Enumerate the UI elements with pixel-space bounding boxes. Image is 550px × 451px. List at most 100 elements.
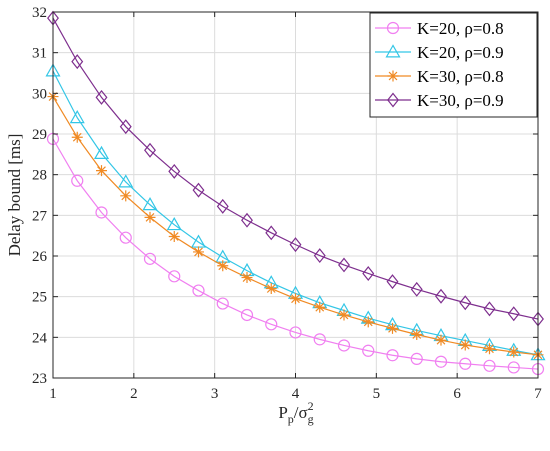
diamond-marker: [71, 54, 84, 70]
asterisk-marker: [241, 272, 253, 284]
y-tick-label: 24: [32, 330, 48, 346]
diamond-marker: [435, 288, 447, 304]
triangle-marker: [166, 216, 182, 231]
asterisk-marker: [217, 260, 229, 272]
x-tick-label: 1: [49, 386, 57, 402]
diamond-marker: [410, 281, 423, 297]
circle-marker: [240, 308, 254, 322]
x-axis-title: Pp/σg2: [278, 399, 313, 426]
asterisk-marker: [71, 131, 83, 143]
asterisk-marker: [435, 334, 447, 346]
diamond-marker: [289, 237, 302, 253]
legend-item: K=20, ρ=0.9: [375, 43, 504, 62]
y-tick-label: 30: [32, 86, 47, 102]
diamond-marker: [338, 257, 350, 273]
x-tick-label: 3: [211, 386, 219, 402]
legend-triangle-marker: [385, 44, 401, 58]
diamond-marker: [313, 248, 326, 264]
diamond-marker: [386, 274, 399, 290]
triangle-marker: [69, 110, 85, 124]
legend-label: K=20, ρ=0.9: [417, 43, 504, 62]
x-tick-label: 6: [453, 386, 461, 402]
legend-label: K=30, ρ=0.9: [417, 91, 504, 110]
x-tick-label: 4: [292, 386, 300, 402]
circle-marker: [289, 326, 302, 339]
circle-marker: [507, 361, 520, 374]
legend-item: K=30, ρ=0.9: [375, 91, 504, 110]
legend-item: K=20, ρ=0.8: [375, 19, 504, 38]
y-tick-label: 31: [32, 46, 47, 62]
asterisk-marker: [96, 165, 107, 177]
diamond-marker: [265, 225, 278, 241]
diamond-marker: [95, 89, 108, 105]
legend-circle-marker: [386, 21, 400, 35]
circle-marker: [459, 357, 472, 370]
circle-marker: [265, 318, 278, 331]
legend-diamond-marker: [387, 92, 399, 108]
y-tick-label: 32: [32, 5, 47, 21]
diamond-marker: [362, 266, 375, 281]
legend: K=20, ρ=0.8 K=20, ρ=0.9 K=30, ρ=0.8 K=30, ρ…: [369, 12, 538, 118]
legend-label: K=20, ρ=0.8: [417, 19, 504, 38]
diamond-marker: [216, 198, 229, 214]
legend-label: K=30, ρ=0.8: [417, 67, 504, 86]
y-tick-label: 27: [32, 208, 48, 224]
asterisk-marker: [459, 339, 471, 351]
asterisk-marker: [290, 293, 301, 305]
series-4: [47, 10, 544, 327]
y-tick-label: 26: [32, 249, 48, 265]
circle-marker: [192, 284, 205, 297]
circle-marker: [386, 349, 399, 362]
triangle-marker: [118, 174, 134, 188]
diamond-marker: [144, 142, 156, 158]
circle-marker: [434, 355, 448, 368]
circle-marker: [71, 174, 84, 187]
diamond-marker: [241, 212, 253, 228]
circle-marker: [483, 359, 496, 372]
y-tick-label: 23: [32, 371, 47, 387]
series-line: [52, 138, 539, 370]
circle-marker: [168, 270, 181, 283]
circle-marker: [337, 339, 351, 352]
circle-marker: [95, 206, 108, 219]
y-tick-label: 28: [32, 168, 47, 184]
series-1: [46, 132, 545, 376]
diamond-marker: [507, 306, 520, 322]
asterisk-marker: [338, 309, 350, 321]
circle-marker: [362, 344, 375, 357]
triangle-marker: [142, 197, 158, 211]
asterisk-marker: [193, 246, 204, 258]
x-tick-label: 7: [534, 386, 542, 402]
asterisk-marker: [144, 211, 156, 223]
diamond-marker: [459, 295, 472, 311]
circle-marker: [119, 231, 132, 244]
series-layer: [45, 10, 546, 376]
legend-asterisk-marker: [387, 70, 399, 82]
circle-marker: [313, 333, 326, 346]
asterisk-marker: [411, 328, 423, 340]
diamond-marker: [119, 119, 132, 135]
asterisk-marker: [120, 190, 132, 202]
asterisk-marker: [508, 346, 520, 358]
legend-item: K=30, ρ=0.8: [375, 67, 504, 86]
diamond-marker: [483, 301, 496, 317]
asterisk-marker: [265, 283, 277, 295]
asterisk-marker: [387, 322, 398, 334]
circle-marker: [143, 252, 157, 265]
x-tick-label: 2: [130, 386, 138, 402]
y-tick-label: 29: [32, 127, 47, 143]
diamond-marker: [192, 182, 205, 198]
asterisk-marker: [168, 230, 180, 242]
diamond-marker: [168, 163, 181, 179]
x-tick-label: 5: [373, 386, 381, 402]
circle-marker: [410, 352, 423, 365]
y-tick-label: 25: [32, 290, 47, 306]
asterisk-marker: [314, 301, 326, 313]
circle-marker: [216, 297, 229, 310]
triangle-marker: [93, 145, 110, 159]
asterisk-marker: [362, 316, 374, 328]
asterisk-marker: [484, 343, 495, 355]
y-axis-title: Delay bound [ms]: [5, 134, 24, 257]
